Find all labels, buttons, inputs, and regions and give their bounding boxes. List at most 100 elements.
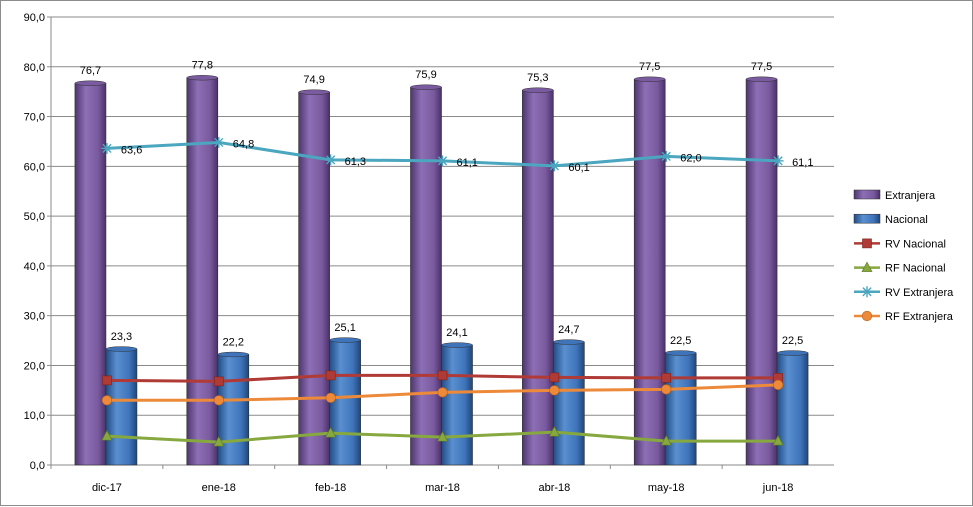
y-tick-label: 50,0 [24, 211, 45, 223]
marker-triangle [861, 261, 873, 272]
x-tick-label: dic-17 [92, 482, 122, 494]
bar-extranjera [522, 87, 554, 466]
y-tick-label: 10,0 [24, 410, 45, 422]
bar-body [664, 352, 697, 466]
y-tick-label: 70,0 [24, 112, 45, 124]
y-tick-label: 0,0 [30, 460, 45, 472]
bar-value-label: 77,5 [751, 61, 772, 73]
marker-circle [325, 392, 336, 403]
legend-label: RF Nacional [885, 263, 946, 275]
marker-star-stroke [661, 151, 671, 161]
marker-square [325, 370, 336, 381]
bar-extranjera [745, 76, 778, 466]
bar-body [745, 78, 778, 466]
bar-top [522, 87, 554, 93]
bar-top [74, 80, 107, 86]
bar-body [186, 77, 219, 466]
marker-star-stroke [214, 137, 224, 148]
bar-nacional [441, 342, 473, 466]
bar-top [298, 89, 330, 95]
bar-body [441, 344, 473, 466]
marker-circle [101, 395, 113, 406]
bar-value-label: 24,7 [558, 324, 579, 336]
bar-nacional [217, 351, 250, 466]
line-value-label: 62,0 [680, 152, 701, 164]
line-value-label: 61,1 [792, 157, 813, 169]
y-tick-label: 60,0 [24, 161, 45, 173]
bar-value-label: 22,5 [782, 335, 803, 347]
bar-top [105, 346, 138, 352]
legend-item: RF Nacional [854, 261, 946, 275]
x-tick-label: jun-18 [762, 482, 794, 494]
x-tick-label: mar-18 [425, 482, 460, 494]
legend-item: Nacional [853, 213, 928, 226]
bar-extranjera [74, 80, 107, 466]
bar-top [633, 76, 666, 82]
legend-item: RV Nacional [854, 238, 946, 250]
legend-label: Extranjera [885, 190, 936, 202]
marker-circle [437, 387, 448, 398]
legend-swatch [853, 189, 881, 200]
y-tick-label: 90,0 [24, 12, 45, 24]
bar-body [776, 352, 809, 466]
series-rf-extranjera [101, 379, 784, 406]
marker-triangle [772, 434, 784, 446]
bar-top [664, 350, 697, 356]
bar-value-label: 25,1 [334, 322, 355, 334]
bar-value-label: 77,8 [192, 60, 213, 72]
marker-square [102, 375, 112, 386]
marker-triangle [325, 426, 337, 438]
series-rv-extranjera [101, 136, 784, 172]
line-value-label: 61,1 [457, 157, 478, 169]
x-tick-label: ene-18 [202, 482, 236, 494]
bar-top [553, 339, 585, 345]
bar-extranjera [298, 89, 330, 466]
marker-star-stroke [326, 155, 336, 165]
series-rv-nacional [102, 370, 783, 387]
marker-circle [213, 395, 224, 406]
bar-value-label: 22,2 [223, 336, 244, 348]
marker-square [661, 373, 672, 383]
y-tick-label: 20,0 [24, 360, 45, 372]
marker-star-stroke [549, 161, 559, 171]
bar-body [298, 91, 330, 466]
line-value-label: 61,3 [345, 156, 366, 168]
bar-extranjera [633, 76, 666, 466]
bar-value-label: 77,5 [639, 61, 660, 73]
marker-star-stroke [773, 156, 783, 166]
bar-nacional [105, 346, 138, 466]
marker-circle [661, 384, 672, 395]
x-tick-label: abr-18 [538, 482, 570, 494]
marker-circle [772, 379, 784, 390]
legend-label: RF Extranjera [885, 311, 954, 323]
marker-triangle [660, 434, 672, 446]
bar-body [74, 82, 107, 466]
marker-triangle [548, 426, 560, 437]
marker-triangle [101, 429, 113, 441]
legend-label: Nacional [885, 214, 928, 226]
bar-extranjera [410, 84, 442, 466]
x-tick-label: feb-18 [315, 482, 346, 494]
bar-top [186, 75, 219, 81]
bar-body [633, 78, 666, 466]
bar-body [329, 339, 361, 466]
marker-triangle [437, 430, 448, 442]
x-tick-label: may-18 [648, 482, 685, 494]
y-tick-label: 80,0 [24, 62, 45, 74]
marker-square [549, 372, 560, 383]
bar-top [745, 76, 778, 82]
bar-top [410, 84, 442, 90]
legend: Extranjera Nacional RV Nacional RF Nacional… [853, 189, 954, 323]
bar-body [522, 89, 554, 466]
bar-top [441, 342, 473, 348]
marker-star-stroke [102, 143, 112, 154]
bar-value-label: 23,3 [111, 331, 132, 343]
series-lines [101, 136, 784, 447]
line-value-label: 64,8 [233, 138, 254, 150]
series-rf-nacional [101, 426, 784, 447]
y-tick-label: 30,0 [24, 311, 45, 323]
marker-triangle [213, 435, 225, 447]
line-value-label: 60,1 [568, 162, 589, 174]
